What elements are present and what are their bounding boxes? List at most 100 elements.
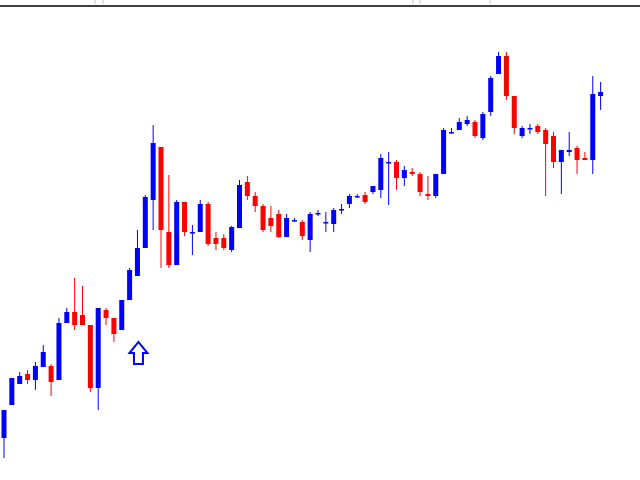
candle-body bbox=[299, 222, 305, 236]
chart-frame bbox=[0, 0, 640, 7]
candle bbox=[9, 378, 15, 405]
candle bbox=[80, 286, 85, 325]
candle bbox=[237, 180, 242, 228]
candle-body bbox=[315, 213, 321, 215]
candle-body bbox=[150, 143, 156, 200]
candle bbox=[441, 128, 447, 174]
candle-body bbox=[543, 130, 549, 144]
candle bbox=[111, 318, 117, 342]
candle-body bbox=[87, 325, 93, 388]
candle bbox=[346, 194, 352, 208]
candle bbox=[566, 132, 572, 156]
candle bbox=[496, 52, 502, 74]
candle bbox=[488, 76, 494, 116]
candle bbox=[291, 218, 297, 222]
candle-body bbox=[40, 352, 46, 367]
candle bbox=[221, 234, 227, 250]
candle bbox=[354, 194, 360, 198]
candle bbox=[582, 152, 588, 160]
candle bbox=[362, 192, 368, 204]
candle-body bbox=[558, 150, 564, 162]
candles-layer bbox=[1, 52, 604, 458]
candle-body bbox=[9, 378, 15, 405]
candle bbox=[1, 410, 7, 458]
candle-body bbox=[25, 374, 31, 380]
candle bbox=[409, 168, 415, 176]
candle-body bbox=[103, 310, 109, 318]
candle bbox=[229, 226, 235, 252]
candle bbox=[401, 166, 407, 186]
candle bbox=[370, 186, 376, 194]
candle bbox=[543, 128, 549, 196]
candle bbox=[339, 204, 345, 214]
candle bbox=[503, 52, 509, 100]
candle bbox=[174, 200, 180, 265]
candle-body bbox=[378, 158, 384, 190]
candle bbox=[464, 116, 470, 126]
candle-body bbox=[386, 162, 392, 164]
candle-body bbox=[346, 196, 352, 204]
candle-body bbox=[551, 136, 556, 162]
candle-body bbox=[72, 312, 78, 325]
candle bbox=[299, 220, 305, 240]
candle bbox=[182, 202, 188, 236]
candle bbox=[425, 176, 431, 200]
candle bbox=[205, 202, 211, 246]
candle-body bbox=[535, 126, 541, 132]
candle bbox=[527, 124, 533, 134]
candle bbox=[166, 175, 172, 268]
candle bbox=[535, 124, 541, 134]
candle bbox=[40, 345, 46, 367]
candle bbox=[134, 230, 140, 276]
candle bbox=[142, 195, 148, 248]
candle bbox=[456, 118, 462, 130]
candle-body bbox=[32, 366, 38, 380]
candle-body bbox=[48, 366, 54, 382]
candle bbox=[511, 96, 517, 134]
candle-body bbox=[409, 172, 415, 174]
candle-body bbox=[527, 128, 533, 130]
candle bbox=[284, 214, 290, 237]
candle bbox=[119, 300, 125, 330]
candle-body bbox=[488, 78, 494, 112]
candle-body bbox=[433, 174, 439, 196]
candle-body bbox=[17, 376, 23, 384]
candle-body bbox=[417, 174, 423, 192]
candle-body bbox=[590, 94, 596, 160]
candle-body bbox=[362, 195, 368, 202]
candle bbox=[307, 212, 313, 252]
candle bbox=[519, 126, 525, 138]
candle-body bbox=[182, 202, 188, 232]
candle bbox=[25, 370, 31, 384]
candle-body bbox=[307, 214, 313, 240]
candle-body bbox=[127, 270, 133, 300]
candle-body bbox=[142, 197, 148, 248]
candle bbox=[150, 125, 156, 230]
candle bbox=[551, 132, 556, 168]
candle bbox=[268, 206, 274, 232]
candle bbox=[480, 112, 486, 140]
candle bbox=[276, 210, 282, 238]
candle bbox=[244, 176, 250, 200]
up-arrow-icon bbox=[127, 340, 150, 365]
candle-body bbox=[1, 410, 7, 438]
candle bbox=[394, 160, 399, 190]
candle-body bbox=[464, 120, 470, 124]
candle-body bbox=[252, 196, 258, 206]
candle-body bbox=[291, 220, 297, 222]
markers-layer bbox=[127, 340, 150, 365]
candle-body bbox=[158, 147, 164, 230]
candle bbox=[378, 154, 384, 198]
candle-body bbox=[205, 204, 211, 244]
candle-body bbox=[370, 186, 376, 192]
candle bbox=[417, 172, 423, 196]
candle bbox=[472, 120, 478, 138]
candle-body bbox=[197, 204, 203, 232]
candle bbox=[598, 82, 604, 110]
candle-body bbox=[276, 214, 282, 237]
candle-body bbox=[119, 300, 125, 330]
candle-body bbox=[511, 96, 517, 128]
candle-body bbox=[229, 227, 235, 250]
